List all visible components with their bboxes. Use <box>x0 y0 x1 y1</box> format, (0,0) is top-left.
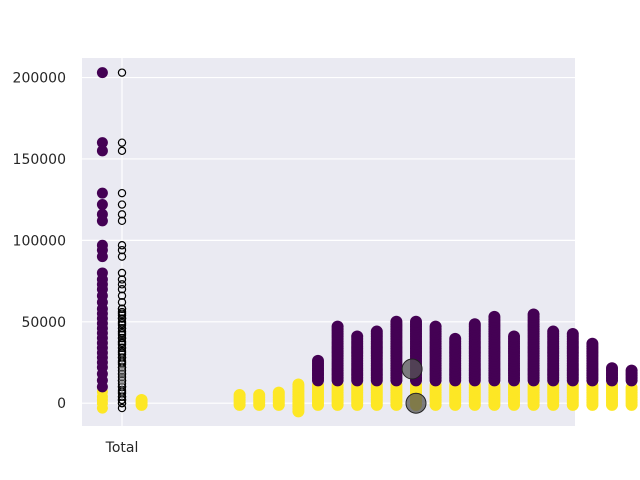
data-point <box>96 199 108 211</box>
data-point <box>96 67 108 79</box>
data-point <box>488 310 501 323</box>
outlier-point <box>117 280 127 289</box>
y-tick-label: 200000 <box>13 71 66 87</box>
outlier-point <box>117 298 127 307</box>
mean-markers <box>401 358 427 414</box>
data-point <box>390 315 403 328</box>
outlier-point <box>117 68 127 77</box>
x-tick-labels: Total <box>105 440 139 456</box>
y-tick-labels: 0 50000 100000 150000 200000 <box>13 71 66 413</box>
outlier-point <box>117 291 127 300</box>
data-point <box>233 389 246 402</box>
data-point <box>606 362 618 375</box>
data-point <box>547 325 560 338</box>
outlier-point <box>117 146 127 156</box>
outlier-point <box>117 320 127 330</box>
data-point <box>586 337 599 350</box>
data-point <box>370 325 383 338</box>
outlier-point <box>117 241 127 250</box>
data-point <box>625 364 638 377</box>
data-point <box>312 354 324 367</box>
outlier-point <box>117 210 127 219</box>
outlier-point <box>117 403 127 413</box>
data-point <box>429 320 442 333</box>
data-point <box>527 308 540 321</box>
y-tick-label: 50000 <box>21 315 66 331</box>
data-point <box>272 386 285 399</box>
outlier-point <box>117 307 127 317</box>
data-point <box>96 145 108 157</box>
outlier-point <box>117 343 127 353</box>
outlier-point <box>117 188 127 198</box>
mean-marker <box>405 392 427 414</box>
data-point <box>96 187 108 199</box>
outlier-point <box>117 314 127 323</box>
data-point <box>468 318 481 331</box>
outlier-point <box>117 245 127 255</box>
outlier-point <box>117 285 127 294</box>
outlier-point <box>117 216 127 226</box>
plot-background <box>82 58 575 426</box>
outlier-point <box>117 268 127 278</box>
data-point <box>331 320 344 333</box>
outlier-point <box>117 275 127 284</box>
outlier-point <box>117 337 127 346</box>
outlier-point <box>117 340 127 349</box>
data-point <box>449 332 462 345</box>
y-tick-label: 0 <box>57 396 66 412</box>
x-tick-label: Total <box>105 440 139 456</box>
data-point <box>96 251 108 263</box>
outlier-point <box>117 327 127 336</box>
data-point <box>96 137 108 149</box>
outlier-point <box>117 304 127 313</box>
data-point <box>566 328 579 340</box>
outlier-point <box>117 311 127 320</box>
outlier-point <box>117 333 127 343</box>
data-point <box>96 402 108 414</box>
outlier-point <box>117 330 127 340</box>
outlier-point <box>117 317 127 326</box>
data-point <box>351 330 364 343</box>
data-point <box>96 381 108 393</box>
data-point <box>410 315 422 328</box>
y-tick-label: 150000 <box>13 152 66 168</box>
data-point <box>292 378 305 391</box>
mean-marker <box>401 358 423 380</box>
data-point <box>96 215 108 227</box>
data-point <box>508 330 520 343</box>
y-tick-label: 100000 <box>13 233 66 249</box>
outlier-point <box>117 324 127 333</box>
outlier-point <box>117 252 127 261</box>
data-point <box>253 389 266 402</box>
outlier-point <box>117 200 127 209</box>
data-point <box>135 393 148 406</box>
outlier-point <box>117 138 127 147</box>
total-column <box>117 68 127 413</box>
